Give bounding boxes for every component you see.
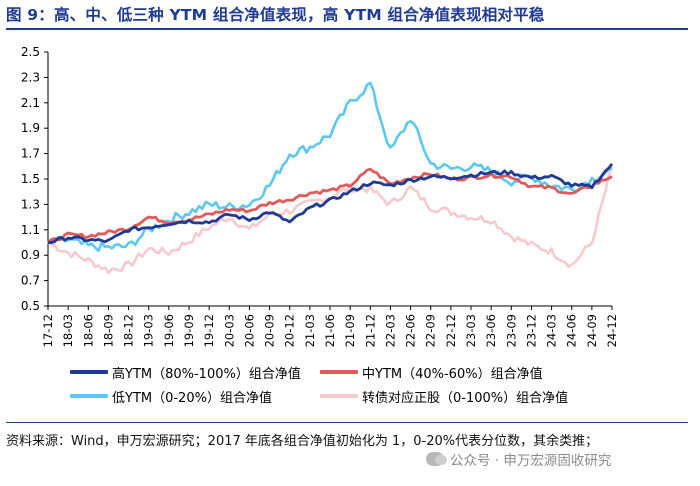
axes: 0.5 0.7 0.9 1.1 1.3 1.5 1.7 1.9 2.1 2.3 2.5 17-12 18… bbox=[21, 45, 619, 347]
watermark: 公众号 · 申万宏源固收研究 bbox=[426, 449, 611, 469]
x-tick-label: 23-06 bbox=[484, 314, 498, 347]
x-tick-label: 22-12 bbox=[444, 314, 458, 347]
legend-swatch-high bbox=[70, 370, 108, 374]
y-tick-label: 0.9 bbox=[21, 248, 40, 262]
x-tick-label: 21-06 bbox=[323, 314, 337, 347]
chart-title: 图 9：高、中、低三种 YTM 组合净值表现，高 YTM 组合净值表现相对平稳 bbox=[6, 6, 545, 24]
y-tick-label: 0.5 bbox=[21, 299, 40, 313]
legend-swatch-mid bbox=[320, 370, 358, 374]
line-chart: 0.5 0.7 0.9 1.1 1.3 1.5 1.7 1.9 2.1 2.3 2.5 17-12 18… bbox=[21, 45, 619, 347]
title-divider bbox=[6, 28, 688, 30]
y-tick-label: 2.5 bbox=[21, 45, 40, 59]
x-tick-label: 24-03 bbox=[545, 314, 559, 347]
x-tick-label: 17-12 bbox=[41, 314, 55, 347]
y-tick-label: 1.5 bbox=[21, 172, 40, 186]
legend-label-high: 高YTM（80%-100%）组合净值 bbox=[112, 366, 301, 382]
source-note: 资料来源：Wind，申万宏源研究；2017 年底各组合净值初始化为 1，0-20… bbox=[6, 434, 599, 449]
x-tick-label: 18-06 bbox=[81, 314, 95, 347]
x-tick-label: 22-03 bbox=[383, 314, 397, 347]
y-tick-label: 1.7 bbox=[21, 147, 40, 161]
y-tick-label: 2.1 bbox=[21, 96, 40, 110]
x-tick-label: 23-03 bbox=[464, 314, 478, 347]
legend-swatch-low bbox=[70, 394, 108, 398]
legend-item-high: 高YTM（80%-100%）组合净值 bbox=[70, 362, 301, 382]
x-tick-label: 20-09 bbox=[263, 314, 277, 347]
x-tick-label: 18-12 bbox=[122, 314, 136, 347]
x-tick-label: 20-12 bbox=[283, 314, 297, 347]
x-tick-label: 23-12 bbox=[524, 314, 538, 347]
legend-label-cb: 转债对应正股（0-100%）组合净值 bbox=[362, 390, 569, 406]
series-line-mid bbox=[47, 167, 613, 244]
x-tick-label: 18-09 bbox=[101, 314, 115, 347]
x-tick-label: 21-09 bbox=[343, 314, 357, 347]
y-tick-label: 1.9 bbox=[21, 121, 40, 135]
legend-label-mid: 中YTM（40%-60%）组合净值 bbox=[362, 366, 543, 382]
x-tick-label: 19-12 bbox=[202, 314, 216, 347]
series-line-cb bbox=[47, 165, 614, 275]
y-tick-label: 0.7 bbox=[21, 274, 40, 288]
series-lines bbox=[47, 81, 614, 275]
x-tick-label: 19-09 bbox=[182, 314, 196, 347]
x-tick-label: 24-06 bbox=[565, 314, 579, 347]
x-tick-label: 22-09 bbox=[424, 314, 438, 347]
x-tick-label: 24-12 bbox=[605, 314, 619, 347]
series-line-low bbox=[47, 81, 613, 252]
legend-item-cb: 转债对应正股（0-100%）组合净值 bbox=[320, 386, 568, 406]
legend-label-low: 低YTM（0-20%）组合净值 bbox=[112, 390, 272, 406]
wechat-icon bbox=[426, 452, 447, 466]
x-tick-label: 19-03 bbox=[142, 314, 156, 347]
y-tick-label: 2.3 bbox=[21, 70, 40, 84]
legend-item-mid: 中YTM（40%-60%）组合净值 bbox=[320, 362, 543, 382]
x-tick-label: 21-12 bbox=[363, 314, 377, 347]
watermark-text: 公众号 · 申万宏源固收研究 bbox=[450, 453, 612, 469]
series-line-high bbox=[47, 162, 614, 244]
x-tick-label: 20-03 bbox=[222, 314, 236, 347]
x-tick-label: 19-06 bbox=[162, 314, 176, 347]
legend-item-low: 低YTM（0-20%）组合净值 bbox=[70, 386, 272, 406]
legend-swatch-cb bbox=[320, 394, 358, 398]
x-tick-label: 24-09 bbox=[585, 314, 599, 347]
x-tick-label: 21-03 bbox=[303, 314, 317, 347]
x-tick-label: 22-06 bbox=[404, 314, 418, 347]
y-tick-label: 1.1 bbox=[21, 223, 40, 237]
footer-divider bbox=[6, 422, 688, 423]
legend: 高YTM（80%-100%）组合净值 中YTM（40%-60%）组合净值 低YT… bbox=[70, 362, 670, 414]
x-tick-label: 18-03 bbox=[61, 314, 75, 347]
x-tick-label: 23-09 bbox=[504, 314, 518, 347]
x-tick-label: 20-06 bbox=[242, 314, 256, 347]
y-tick-label: 1.3 bbox=[21, 197, 40, 211]
